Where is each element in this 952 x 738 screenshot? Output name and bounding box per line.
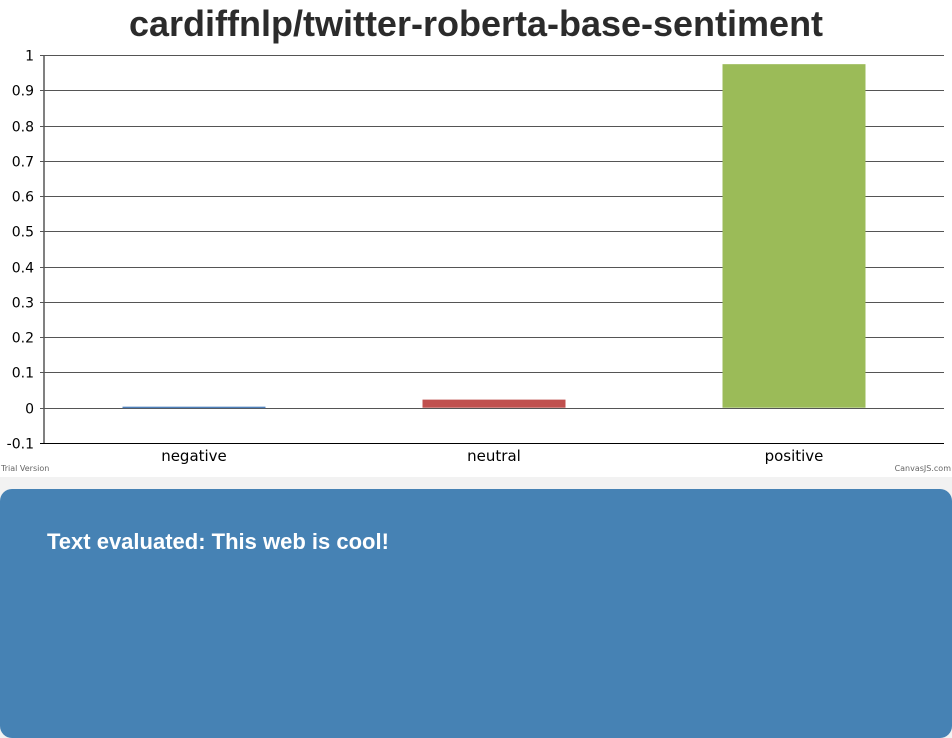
chart-title: cardiffnlp/twitter-roberta-base-sentimen…: [129, 3, 823, 44]
bar-neutral[interactable]: [422, 399, 566, 408]
y-tick-label: -0.1: [7, 437, 34, 453]
trial-version-label: Trial Version: [0, 464, 49, 473]
result-panel: [0, 489, 952, 738]
y-tick-label: 0.5: [12, 225, 34, 241]
y-tick-label: 0: [25, 402, 34, 418]
chart-container: cardiffnlp/twitter-roberta-base-sentimen…: [0, 0, 952, 477]
y-tick-label: 0.1: [12, 366, 34, 382]
x-tick-label-positive: positive: [765, 447, 824, 465]
y-tick-label: 0.9: [12, 84, 34, 100]
y-tick-label: 0.2: [12, 331, 34, 347]
y-tick-label: 0.8: [12, 120, 34, 136]
x-axis-ticks: negative neutral positive: [161, 447, 823, 465]
bar-positive[interactable]: [722, 64, 866, 408]
y-tick-label: 0.4: [12, 261, 34, 277]
y-axis-ticks: -0.1 0 0.1 0.2 0.3 0.4 0.5 0.6 0.7 0.8 0.9 1: [7, 49, 34, 453]
canvasjs-credit-link[interactable]: CanvasJS.com: [895, 464, 952, 473]
x-tick-label-negative: negative: [161, 447, 227, 465]
evaluated-text: Text evaluated: This web is cool!: [47, 529, 389, 554]
x-tick-label-neutral: neutral: [467, 447, 521, 465]
sentiment-bar-chart: cardiffnlp/twitter-roberta-base-sentimen…: [0, 3, 952, 473]
bars: [122, 64, 866, 409]
y-tick-label: 0.6: [12, 190, 34, 206]
y-tick-label: 0.7: [12, 155, 34, 171]
y-tick-label: 1: [25, 49, 34, 65]
bar-negative[interactable]: [122, 406, 266, 409]
y-tick-label: 0.3: [12, 296, 34, 312]
